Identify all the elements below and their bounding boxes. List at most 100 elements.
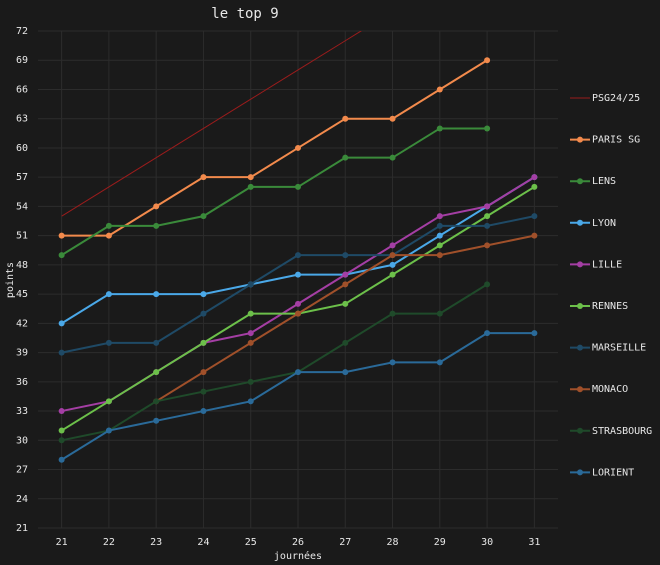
- data-point: [58, 437, 65, 444]
- data-point: [531, 174, 538, 181]
- data-point: [295, 369, 301, 376]
- data-point: [105, 222, 112, 229]
- data-point: [342, 115, 349, 122]
- data-point: [247, 310, 254, 317]
- data-point: [200, 310, 207, 317]
- x-tick-label: 31: [528, 537, 540, 548]
- data-point: [295, 300, 301, 307]
- data-point: [247, 281, 254, 288]
- data-point: [295, 252, 301, 259]
- data-point: [342, 300, 349, 307]
- y-tick-label: 54: [16, 201, 28, 212]
- legend-marker: [577, 427, 583, 434]
- data-point: [200, 213, 207, 220]
- data-point: [389, 115, 396, 122]
- legend-label: LENS: [592, 176, 616, 187]
- y-tick-label: 51: [16, 231, 28, 242]
- data-point: [389, 242, 396, 249]
- legend-label: LORIENT: [592, 467, 634, 478]
- legend-marker: [577, 386, 583, 393]
- x-tick-label: 23: [150, 537, 162, 548]
- legend: PSG24/25 PARIS SG LENS LYON LILLE RENNES MARSE…: [570, 93, 652, 478]
- data-point: [105, 427, 112, 434]
- data-point: [436, 359, 443, 366]
- y-tick-label: 60: [16, 143, 28, 154]
- data-point: [342, 271, 349, 278]
- data-point: [436, 125, 443, 132]
- grid: 21 24 27 30 33 36 39 42 45 48 51 54 57 60 63 66 69 72 21 22…: [16, 26, 558, 548]
- x-axis-label: journées: [274, 550, 322, 562]
- legend-marker: [577, 219, 583, 226]
- x-tick-label: 24: [197, 537, 209, 548]
- y-tick-label: 30: [16, 435, 28, 446]
- data-point: [484, 281, 491, 288]
- legend-label: RENNES: [592, 301, 628, 312]
- data-point: [105, 398, 112, 405]
- data-point: [484, 242, 491, 249]
- series-line: [61, 283, 488, 442]
- y-tick-label: 24: [16, 494, 28, 505]
- y-axis-label: points: [5, 262, 16, 298]
- data-point: [484, 57, 491, 64]
- x-tick-label: 28: [387, 537, 399, 548]
- series-line: [61, 59, 488, 237]
- y-tick-label: 72: [16, 26, 28, 37]
- data-point: [436, 86, 443, 93]
- y-tick-label: 36: [16, 377, 28, 388]
- y-tick-label: 33: [16, 406, 28, 417]
- data-point: [531, 213, 538, 220]
- y-tick-label: 57: [16, 172, 28, 183]
- y-tick-label: 69: [16, 55, 28, 66]
- data-point: [200, 388, 207, 395]
- data-point: [153, 291, 160, 298]
- data-point: [200, 369, 207, 376]
- data-point: [153, 417, 160, 424]
- x-tick-label: 27: [339, 537, 351, 548]
- data-point: [247, 398, 254, 405]
- data-point: [531, 183, 538, 190]
- x-tick-label: 29: [434, 537, 446, 548]
- data-point: [389, 252, 396, 259]
- legend-marker: [577, 303, 583, 309]
- data-point: [484, 330, 491, 337]
- data-point: [247, 330, 254, 337]
- lines: [58, 31, 538, 463]
- series-line: [61, 31, 362, 217]
- data-point: [58, 456, 65, 463]
- data-point: [436, 213, 443, 220]
- data-point: [389, 359, 396, 366]
- data-point: [247, 183, 254, 190]
- data-point: [342, 154, 349, 161]
- data-point: [105, 232, 112, 239]
- legend-label: MARSEILLE: [592, 343, 646, 354]
- legend-marker: [577, 469, 583, 476]
- legend-label: LILLE: [592, 259, 622, 270]
- data-point: [153, 369, 160, 376]
- data-point: [436, 222, 443, 229]
- data-point: [484, 222, 491, 229]
- data-point: [389, 154, 396, 161]
- data-point: [531, 330, 538, 337]
- x-tick-label: 22: [103, 537, 115, 548]
- data-point: [105, 291, 112, 298]
- data-point: [153, 398, 160, 405]
- data-point: [247, 378, 254, 385]
- data-point: [484, 203, 491, 210]
- data-point: [295, 183, 301, 190]
- data-point: [436, 242, 443, 249]
- data-point: [247, 174, 254, 181]
- y-tick-label: 66: [16, 84, 28, 95]
- data-point: [153, 339, 160, 346]
- data-point: [389, 310, 396, 317]
- y-tick-label: 48: [16, 260, 28, 271]
- data-point: [58, 349, 65, 356]
- y-tick-label: 21: [16, 523, 28, 534]
- data-point: [153, 222, 160, 229]
- data-point: [200, 408, 207, 415]
- legend-label: PSG24/25: [592, 93, 640, 104]
- data-point: [58, 427, 65, 434]
- x-tick-label: 30: [481, 537, 493, 548]
- data-point: [58, 320, 65, 327]
